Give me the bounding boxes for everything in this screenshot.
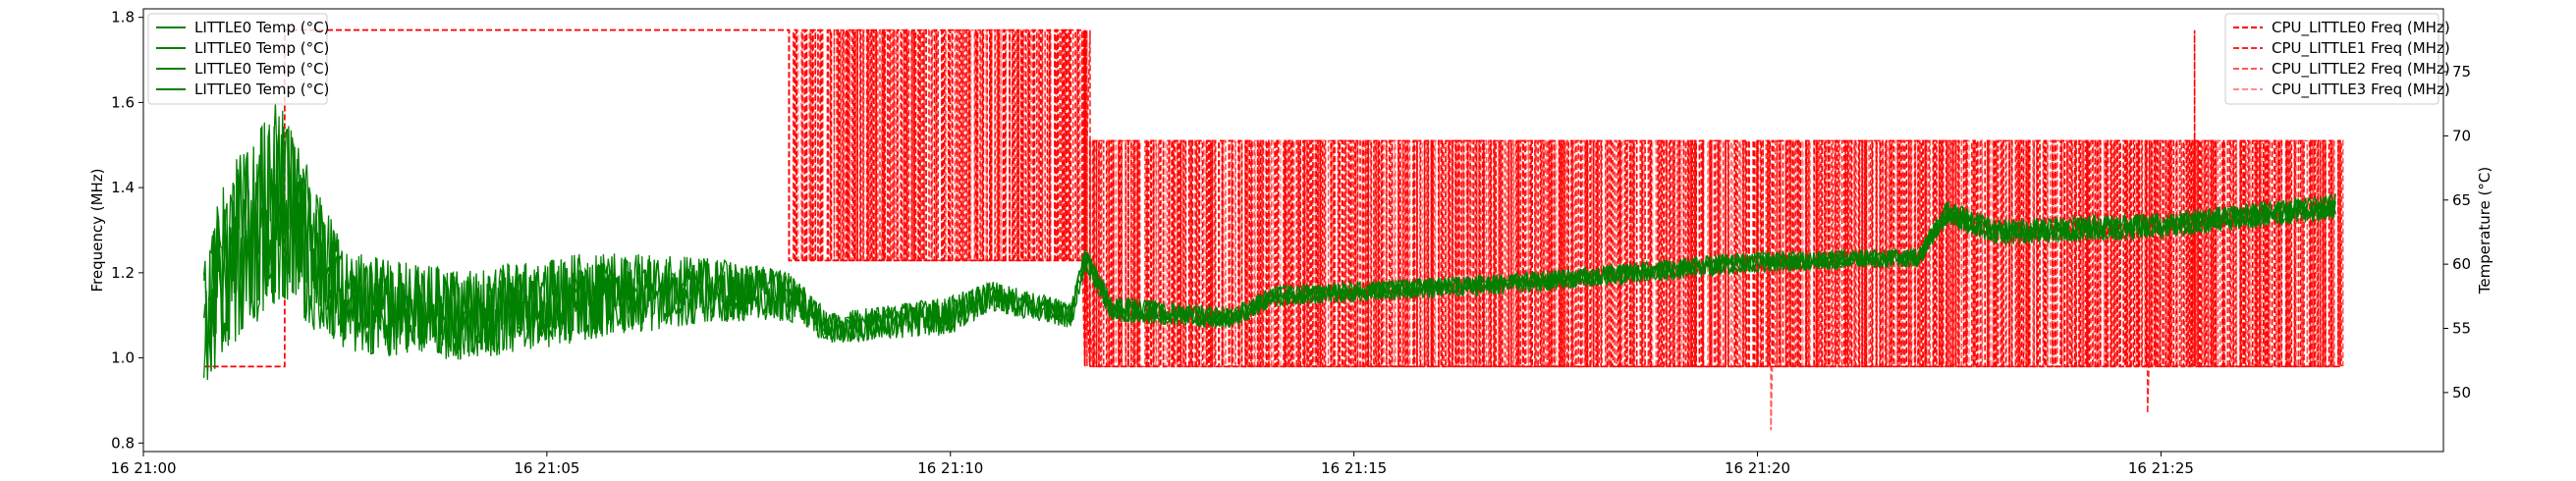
y-axis-right-title: Temperature (°C) <box>2476 167 2494 294</box>
legend-entry: LITTLE0 Temp (°C) <box>194 39 329 57</box>
y-right-tick-label: 50 <box>2452 384 2471 401</box>
freq-series-line <box>203 28 2342 414</box>
legend-temperature: LITTLE0 Temp (°C) LITTLE0 Temp (°C) LITTLE… <box>147 13 329 105</box>
legend-entry: LITTLE0 Temp (°C) <box>194 60 329 78</box>
temp-series-line <box>202 102 2336 378</box>
freq-series-line <box>203 28 2344 431</box>
legend-entry: LITTLE0 Temp (°C) <box>194 19 329 36</box>
y-left-tick-label: 1.4 <box>111 179 135 196</box>
y-axis-left: 0.8 1.0 1.2 1.4 1.6 1.8 <box>111 9 143 452</box>
x-tick-label: 16 21:15 <box>1321 459 1387 477</box>
freq-series-line <box>203 28 2341 368</box>
x-axis: 16 21:00 16 21:05 16 21:10 16 21:15 16 21:20… <box>110 452 2194 477</box>
y-right-tick-label: 55 <box>2452 320 2471 338</box>
frequency-series-group <box>203 28 2344 431</box>
y-left-tick-label: 0.8 <box>111 434 135 452</box>
temperature-series-group <box>202 102 2336 381</box>
legend-box <box>2224 13 2439 105</box>
legend-entry: CPU_LITTLE1 Freq (MHz) <box>2272 39 2450 58</box>
plot-frame <box>142 8 2444 453</box>
y-right-tick-label: 75 <box>2452 63 2471 80</box>
legend-entry: CPU_LITTLE3 Freq (MHz) <box>2272 80 2450 99</box>
legend-entry: LITTLE0 Temp (°C) <box>194 80 329 98</box>
y-left-tick-label: 1.2 <box>111 264 135 282</box>
legend-entry: CPU_LITTLE2 Freq (MHz) <box>2272 60 2450 79</box>
y-left-tick-label: 1.0 <box>111 349 135 367</box>
y-axis-right: 50 55 60 65 70 75 <box>2443 63 2471 401</box>
y-right-tick-label: 65 <box>2452 191 2471 209</box>
freq-series-line <box>203 28 2341 368</box>
x-tick-label: 16 21:10 <box>917 459 983 477</box>
y-left-tick-label: 1.8 <box>111 9 135 27</box>
x-tick-label: 16 21:25 <box>2128 459 2194 477</box>
y-axis-left-title: Frequency (MHz) <box>88 168 106 292</box>
x-tick-label: 16 21:20 <box>1725 459 1790 477</box>
legend-entry: CPU_LITTLE0 Freq (MHz) <box>2272 19 2450 37</box>
x-tick-label: 16 21:00 <box>110 459 176 477</box>
y-right-tick-label: 60 <box>2452 255 2471 273</box>
x-tick-label: 16 21:05 <box>514 459 579 477</box>
y-left-tick-label: 1.6 <box>111 93 135 111</box>
legend-box <box>147 13 328 105</box>
legend-frequency: CPU_LITTLE0 Freq (MHz) CPU_LITTLE1 Freq (… <box>2224 13 2450 105</box>
y-right-tick-label: 70 <box>2452 127 2471 144</box>
